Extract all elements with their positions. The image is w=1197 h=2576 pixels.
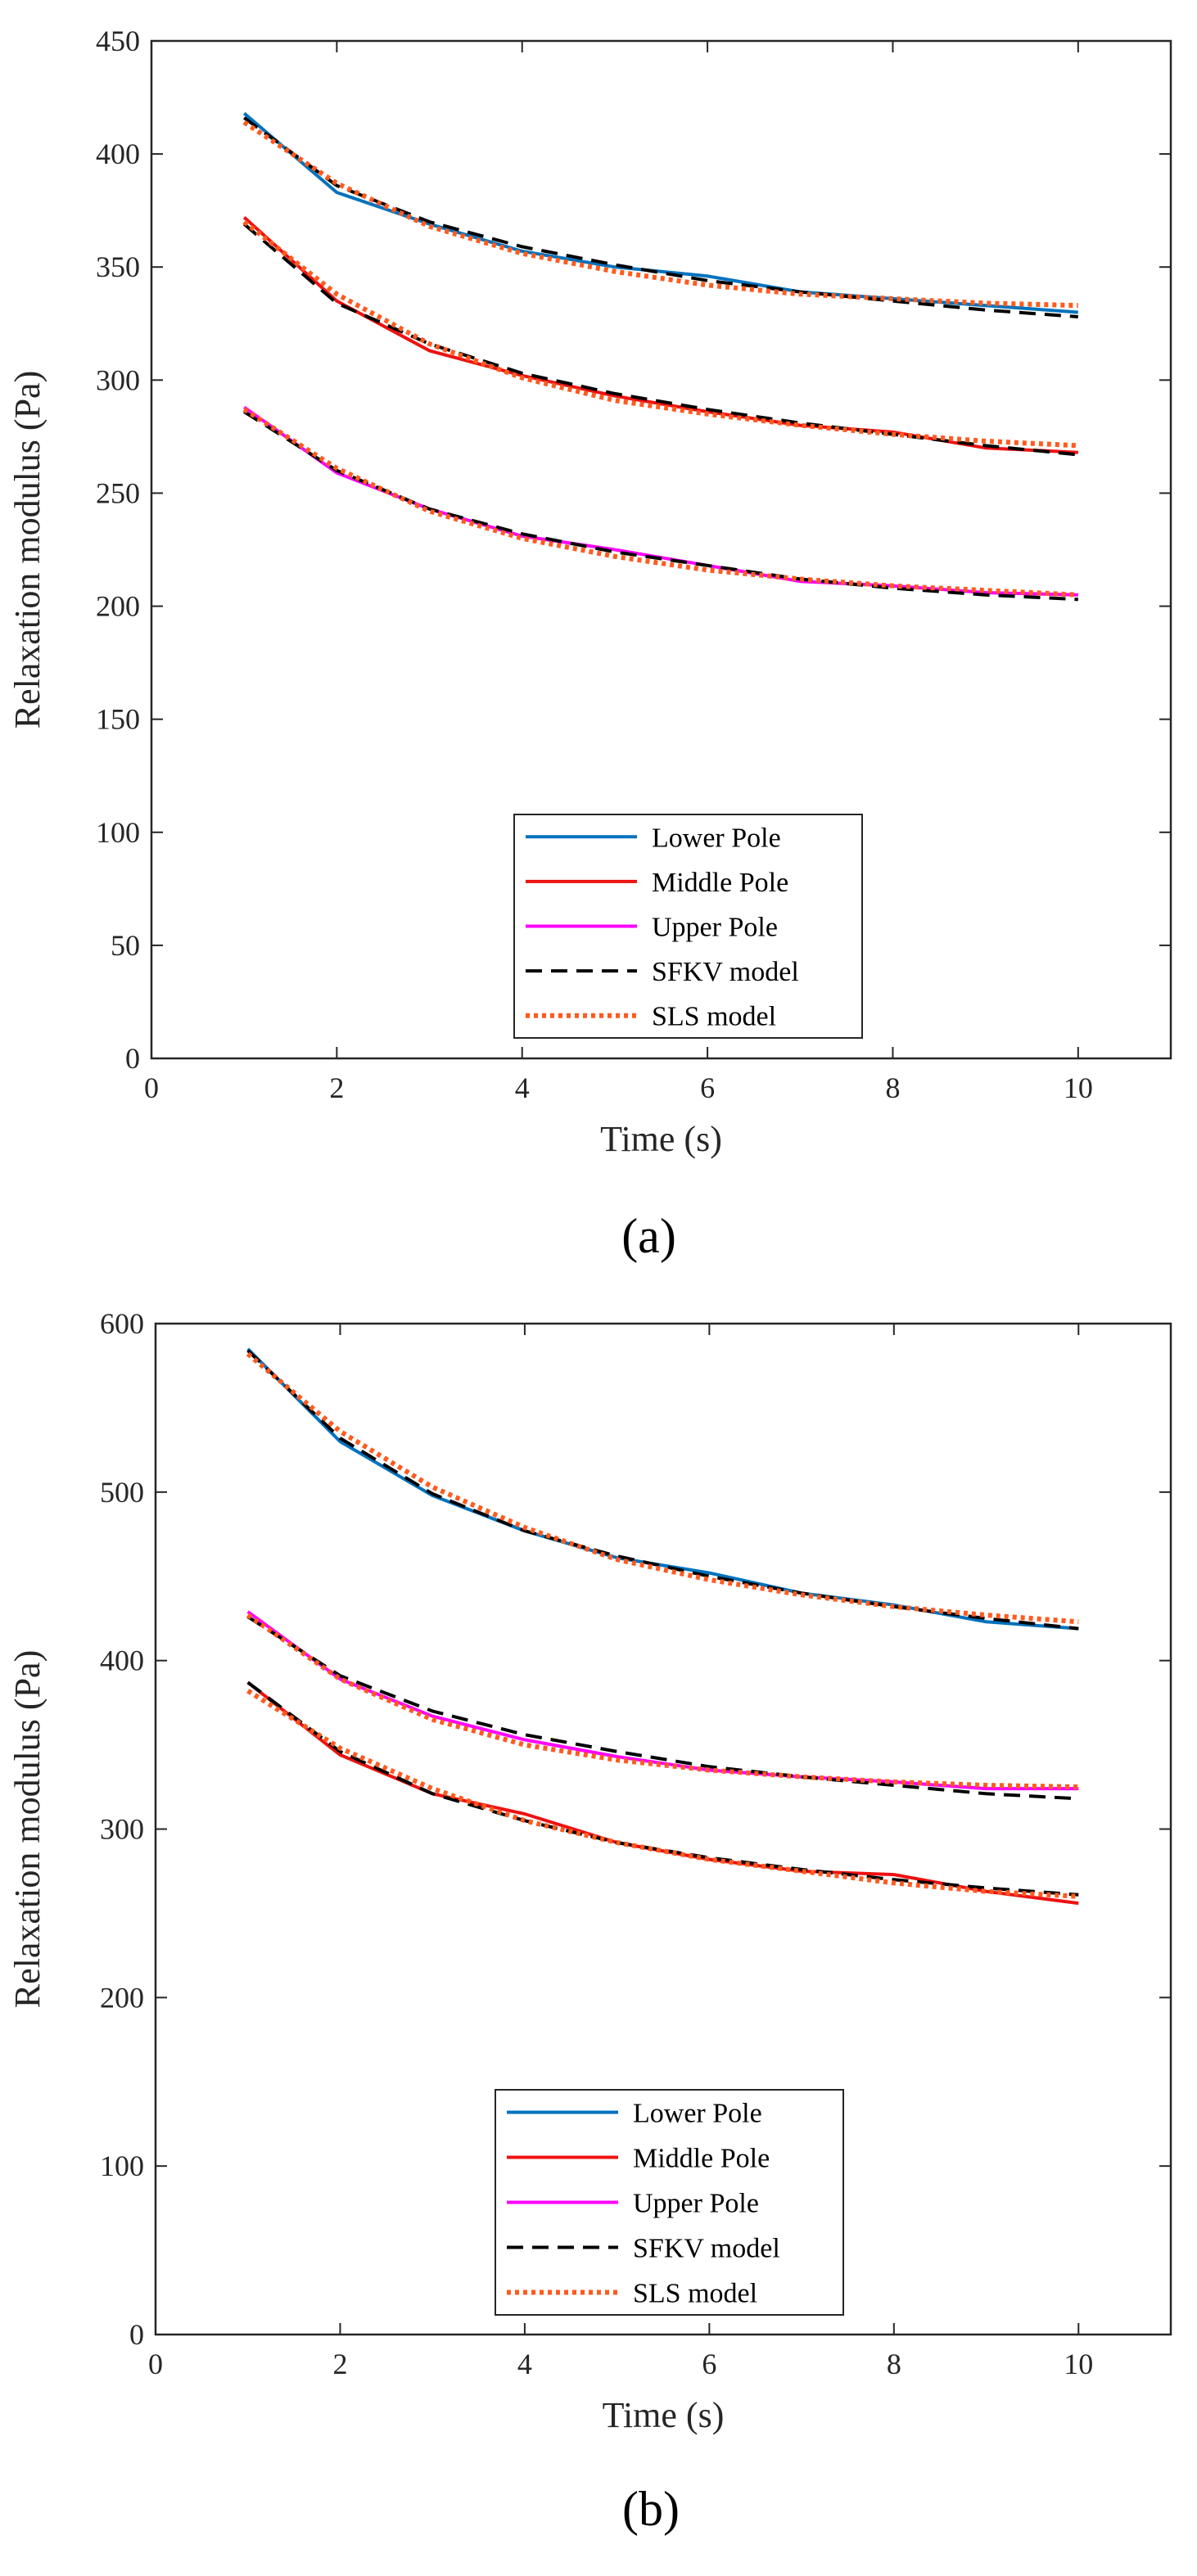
x-tick-label: 10	[1064, 1071, 1093, 1104]
panel-caption: (a)	[621, 1209, 676, 1263]
y-tick-label: 200	[96, 590, 140, 623]
y-tick-label: 200	[100, 1981, 144, 2014]
legend: Lower Pole Middle Pole Upper Pole SFKV mode…	[513, 814, 863, 1039]
x-tick-label: 8	[885, 1071, 900, 1104]
y-tick-label: 350	[96, 250, 140, 283]
series-line-sls	[242, 120, 1078, 309]
y-tick-label: 100	[100, 2150, 144, 2182]
y-tick-label: 300	[96, 363, 140, 396]
y-tick-label: 50	[111, 929, 140, 962]
plot-area	[150, 39, 1172, 1060]
y-tick-label: 500	[100, 1476, 144, 1509]
x-tick-label: 8	[887, 2348, 901, 2380]
y-axis-label: Relaxation modulus (Pa)	[7, 371, 47, 729]
x-tick-label: 4	[515, 1071, 530, 1104]
series-line-sfkv	[246, 1680, 1079, 1897]
y-tick-label: 400	[96, 138, 140, 170]
series-line-sfkv	[243, 410, 1078, 602]
legend: Lower Pole Middle Pole Upper Pole SFKV mode…	[495, 2089, 844, 2316]
x-tick-label: 4	[517, 2348, 532, 2380]
legend-label-middle: Middle Pole	[633, 2144, 770, 2174]
x-tick-label: 6	[702, 2348, 716, 2380]
legend-label-sls: SLS model	[633, 2279, 757, 2309]
legend-label-upper: Upper Pole	[633, 2189, 759, 2219]
series-line-sls	[242, 219, 1078, 449]
x-axis-label: Time (s)	[603, 2395, 725, 2435]
x-tick-label: 2	[329, 1071, 344, 1104]
legend-label-sfkv: SFKV model	[633, 2234, 780, 2264]
series-line-middle	[242, 216, 1078, 454]
legend-label-sfkv: SFKV model	[652, 957, 799, 987]
series-line-sfkv	[246, 1349, 1079, 1631]
series-line-upper	[246, 1610, 1079, 1791]
series-line-middle	[246, 1680, 1079, 1906]
y-tick-label: 450	[96, 25, 140, 57]
legend-label-lower: Lower Pole	[652, 823, 781, 853]
legend-box	[513, 814, 863, 1039]
legend-label-middle: Middle Pole	[652, 868, 788, 898]
series-line-sls	[246, 1613, 1079, 1789]
series-line-sls	[246, 1351, 1079, 1625]
y-tick-label: 400	[100, 1644, 144, 1677]
x-tick-label: 0	[148, 2348, 163, 2380]
series-line-sfkv	[246, 1615, 1079, 1801]
legend-label-upper: Upper Pole	[652, 913, 778, 943]
x-tick-label: 0	[144, 1071, 159, 1104]
x-tick-label: 2	[332, 2348, 347, 2380]
y-tick-label: 300	[100, 1813, 144, 1846]
y-tick-label: 600	[100, 1307, 144, 1340]
series-line-sfkv	[243, 116, 1078, 318]
y-tick-label: 150	[96, 703, 140, 736]
x-tick-label: 10	[1064, 2348, 1093, 2380]
series-line-sfkv	[242, 223, 1078, 457]
series-line-lower	[246, 1347, 1079, 1631]
series-line-upper	[243, 405, 1078, 597]
y-axis-label: Relaxation modulus (Pa)	[7, 1650, 47, 2009]
series-line-lower	[242, 111, 1078, 314]
legend-label-sls: SLS model	[652, 1002, 776, 1032]
y-tick-label: 0	[125, 1042, 140, 1075]
y-tick-label: 0	[129, 2318, 144, 2351]
panel-caption: (b)	[622, 2482, 680, 2536]
series-line-sls	[242, 407, 1078, 598]
y-tick-label: 250	[96, 476, 140, 509]
y-tick-label: 100	[96, 816, 140, 849]
x-tick-label: 6	[700, 1071, 715, 1104]
x-axis-label: Time (s)	[600, 1119, 722, 1159]
series-line-sls	[246, 1689, 1079, 1899]
legend-label-lower: Lower Pole	[633, 2099, 762, 2129]
